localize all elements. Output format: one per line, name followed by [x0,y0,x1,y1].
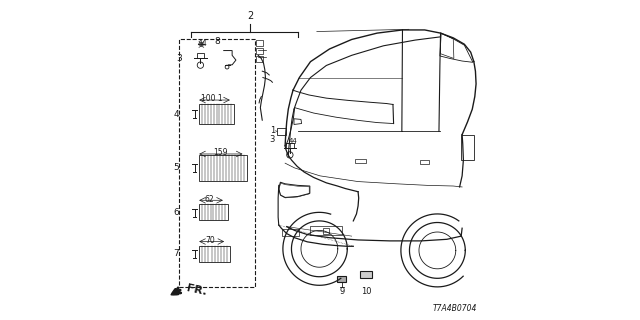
Text: 6: 6 [173,208,179,217]
Bar [310,226,342,236]
Bar [256,40,263,46]
Text: 5: 5 [173,164,179,172]
Text: T7A4B0704: T7A4B0704 [433,304,477,313]
Text: 10: 10 [361,287,371,296]
Bar [199,155,247,180]
Bar [199,246,230,261]
Text: 44: 44 [198,39,207,48]
Text: FR.: FR. [185,283,207,297]
Bar [286,142,294,148]
Bar [461,135,474,160]
Text: 70: 70 [205,236,216,245]
Text: 8: 8 [214,36,220,45]
Bar [196,53,204,59]
Bar [420,160,429,164]
Bar [179,39,255,287]
Text: 44: 44 [289,138,298,144]
Bar [323,228,329,234]
Text: 1: 1 [269,126,275,135]
Bar [277,128,286,135]
Bar [282,229,300,236]
Text: 100 1: 100 1 [202,94,223,103]
Bar [355,159,366,163]
Text: 2: 2 [247,11,253,21]
Bar [360,271,372,278]
Text: 62: 62 [204,195,214,204]
Text: 3: 3 [176,54,182,63]
Text: 7: 7 [173,249,179,258]
Bar [199,104,234,124]
Text: 4: 4 [173,109,179,118]
Bar [256,48,263,54]
Text: 159: 159 [213,148,227,156]
Bar [337,276,346,282]
Text: 9: 9 [339,287,344,296]
Text: 3: 3 [269,135,275,144]
Bar [199,204,228,220]
Bar [256,56,263,62]
